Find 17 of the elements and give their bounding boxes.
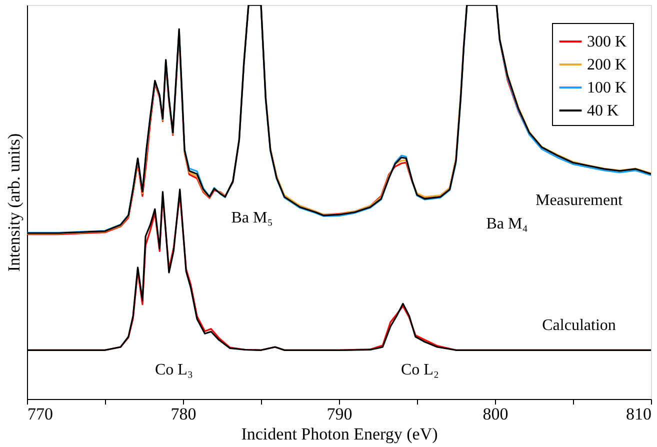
x-tick-label: 770 [28, 404, 53, 424]
x-tick-label: 800 [482, 404, 508, 424]
annotation: Calculation [542, 316, 616, 334]
x-tick-label: 780 [170, 404, 196, 424]
legend-label: 40 K [587, 102, 619, 120]
annotation: Ba M₅ [231, 210, 273, 227]
x-tick-label: 790 [326, 404, 352, 424]
x-tick-label: 810 [626, 404, 652, 424]
legend-label: 100 K [587, 80, 627, 96]
annotation: Measurement [535, 192, 624, 209]
annotation: Co L₂ [400, 362, 440, 379]
legend-label: 200 K [587, 56, 627, 74]
annotation: Co L₃ [154, 362, 194, 379]
annotation: Ba M₄ [486, 215, 528, 232]
x-axis-title: Incident Photon Energy (eV) [241, 424, 438, 444]
y-axis-title: Intensity (arb. units) [4, 133, 24, 272]
legend-label: 300 K [587, 34, 627, 50]
